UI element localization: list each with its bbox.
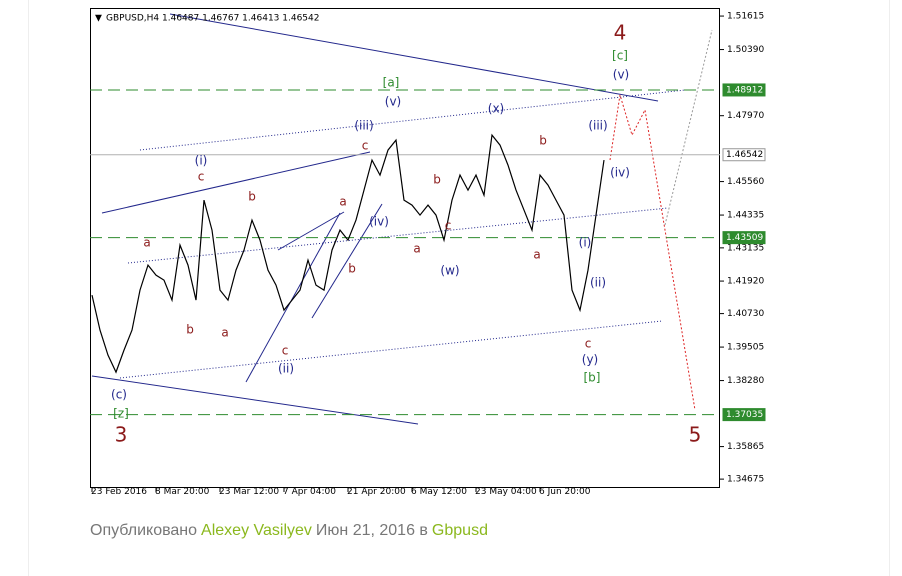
wave-label: (iii) xyxy=(354,119,373,133)
wave-label: (i) xyxy=(579,236,592,250)
price-line xyxy=(91,133,605,374)
projection xyxy=(609,94,696,411)
wave-label: 3 xyxy=(115,423,128,447)
wave-label: a xyxy=(221,326,228,340)
wave-label: b xyxy=(186,323,194,337)
footer-date: Июн 21, 2016 в xyxy=(316,522,428,539)
wave-label: (iv) xyxy=(369,215,389,229)
wave-label: (y) xyxy=(582,353,598,367)
channel-line xyxy=(127,207,669,264)
y-tick-label: 1.38280 xyxy=(727,376,764,386)
tag-link[interactable]: Gbpusd xyxy=(432,522,488,539)
menu-arrow: ▼ xyxy=(95,14,102,24)
footer-prefix: Опубликовано xyxy=(90,522,197,539)
level-label-box xyxy=(722,148,766,162)
x-tick-label: 6 May 12:00 xyxy=(411,487,467,497)
y-tick-label: 1.40730 xyxy=(727,309,764,319)
x-tick-label: 23 Feb 2016 xyxy=(91,487,147,497)
wave-label: (x) xyxy=(488,102,504,116)
y-tick-label: 1.41920 xyxy=(727,277,764,287)
wave-label: c xyxy=(585,337,592,351)
wave-label: (ii) xyxy=(278,362,294,376)
y-tick-label: 1.34675 xyxy=(727,475,764,485)
x-tick-label: 23 May 04:00 xyxy=(475,487,537,497)
wave-label: c xyxy=(362,139,369,153)
wave-label: (i) xyxy=(195,154,208,168)
level-label: 1.48912 xyxy=(726,85,763,95)
level-label: 1.46542 xyxy=(726,150,763,160)
wave-label: c xyxy=(445,219,452,233)
channel-line xyxy=(139,89,686,151)
x-tick-label: 7 Apr 04:00 xyxy=(283,487,336,497)
trend-lines xyxy=(91,13,713,425)
wave-label: b xyxy=(539,134,547,148)
wave-label: b xyxy=(248,190,256,204)
x-tick-label: 23 Mar 12:00 xyxy=(219,487,279,497)
y-tick-label: 1.43135 xyxy=(727,243,764,253)
trend-line xyxy=(91,375,419,425)
wave-label: [z] xyxy=(113,407,129,421)
y-tick-label: 1.45560 xyxy=(727,177,764,187)
trend-line xyxy=(169,13,659,102)
wave-label: (iv) xyxy=(610,166,630,180)
trend-line xyxy=(245,212,341,383)
wave-label: (v) xyxy=(613,68,629,82)
wave-label: (iii) xyxy=(588,119,607,133)
wave-label: (v) xyxy=(385,95,401,109)
level-label-box xyxy=(722,83,766,97)
x-tick-label: 21 Apr 20:00 xyxy=(347,487,406,497)
wave-label: c xyxy=(198,170,205,184)
wave-label: (c) xyxy=(111,388,127,402)
wave-label: b xyxy=(433,173,441,187)
wave-label: [b] xyxy=(584,371,601,385)
level-label: 1.43509 xyxy=(726,233,763,243)
x-tick-label: 6 Jun 20:00 xyxy=(539,487,591,497)
footer: Опубликовано Alexey Vasilyev Июн 21, 2016 … xyxy=(90,522,488,539)
wave-label: a xyxy=(143,236,150,250)
projection xyxy=(664,29,713,226)
wave-label: a xyxy=(339,195,346,209)
trend-line xyxy=(277,211,345,251)
wave-label: [a] xyxy=(383,76,400,90)
wave-label: 5 xyxy=(689,423,702,447)
y-tick-label: 1.44335 xyxy=(727,211,764,221)
plot-frame xyxy=(90,8,720,488)
trend-line xyxy=(101,151,371,214)
level-label-box xyxy=(722,408,766,422)
y-tick-label: 1.47970 xyxy=(727,111,764,121)
wave-label: [c] xyxy=(612,49,628,63)
channel-line xyxy=(119,320,663,379)
level-label-box xyxy=(722,231,766,245)
wave-label: a xyxy=(413,242,420,256)
level-label: 1.37035 xyxy=(726,410,763,420)
y-tick-label: 1.35865 xyxy=(727,442,764,452)
wave-label: (w) xyxy=(440,264,459,278)
chart-title: GBPUSD,H4 1.46487 1.46767 1.46413 1.4654… xyxy=(106,14,319,24)
wave-label: 4 xyxy=(614,21,627,45)
y-tick-label: 1.50390 xyxy=(727,45,764,55)
wave-label: (ii) xyxy=(590,276,606,290)
wave-label: c xyxy=(282,344,289,358)
trend-line xyxy=(311,203,383,319)
x-tick-label: 8 Mar 20:00 xyxy=(155,487,210,497)
author-link[interactable]: Alexey Vasilyev xyxy=(201,522,312,539)
wave-label: a xyxy=(533,248,540,262)
y-tick-label: 1.39505 xyxy=(727,343,764,353)
y-tick-label: 1.51615 xyxy=(727,12,764,22)
wave-label: b xyxy=(348,262,356,276)
